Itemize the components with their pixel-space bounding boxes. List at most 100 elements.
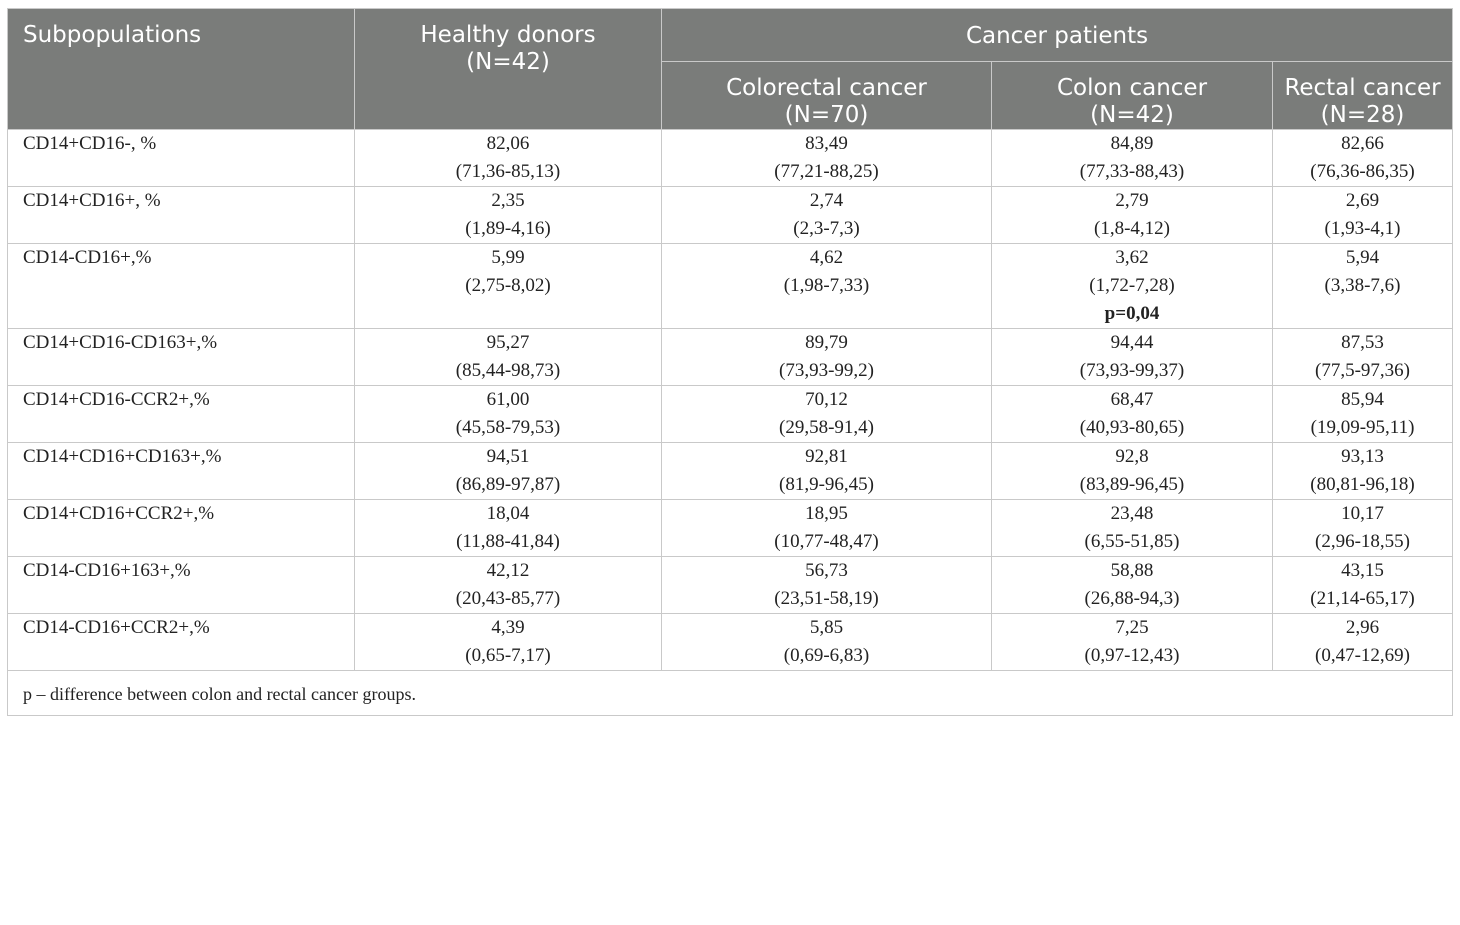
range-value: (76,36-86,35): [1310, 161, 1415, 182]
range-value: (23,51-58,19): [774, 588, 879, 609]
header-healthy-donors: Healthy donors (N=42): [354, 8, 662, 130]
median-value: 5,94: [1345, 247, 1380, 268]
range-value: (1,8-4,12): [1094, 218, 1170, 239]
p-value: p=0,04: [1104, 303, 1160, 324]
median-value: 92,8: [1115, 446, 1149, 467]
range-value: (77,21-88,25): [774, 161, 879, 182]
median-value: 2,74: [809, 190, 844, 211]
row-label: CD14+CD16-, %: [7, 129, 355, 187]
cell-colorectal: 92,81 (81,9-96,45): [661, 442, 992, 500]
cell-colon: 58,88 (26,88-94,3): [991, 556, 1273, 614]
cell-colorectal: 2,74 (2,3-7,3): [661, 186, 992, 244]
cell-colon: 3,62 (1,72-7,28) p=0,04: [991, 243, 1273, 329]
median-value: 82,66: [1341, 133, 1384, 154]
range-value: (2,3-7,3): [793, 218, 860, 239]
median-value: 42,12: [486, 560, 530, 581]
cell-colorectal: 56,73 (23,51-58,19): [661, 556, 992, 614]
cell-healthy: 18,04 (11,88-41,84): [354, 499, 662, 557]
median-value: 7,25: [1115, 617, 1149, 638]
row-label: CD14+CD16-CCR2+,%: [7, 385, 355, 443]
cell-colorectal: 83,49 (77,21-88,25): [661, 129, 992, 187]
range-value: (77,33-88,43): [1079, 161, 1185, 182]
median-value: 43,15: [1341, 560, 1384, 581]
table-footnote: p – difference between colon and rectal …: [6, 670, 1454, 716]
table-row: CD14+CD16-CCR2+,% 61,00 (45,58-79,53) 70,12…: [7, 385, 1454, 443]
median-value: 56,73: [805, 560, 848, 581]
row-label: CD14-CD16+,%: [7, 243, 355, 329]
median-value: 2,79: [1115, 190, 1149, 211]
cell-colorectal: 89,79 (73,93-99,2): [661, 328, 992, 386]
range-value: (73,93-99,37): [1079, 360, 1185, 381]
row-label: CD14-CD16+163+,%: [7, 556, 355, 614]
table-row: CD14+CD16+, % 2,35 (1,89-4,16) 2,74 (2,3-7,3…: [7, 186, 1454, 244]
range-value: (83,89-96,45): [1079, 474, 1185, 495]
range-value: (2,96-18,55): [1315, 531, 1410, 552]
cell-colon: 68,47 (40,93-80,65): [991, 385, 1273, 443]
range-value: (0,69-6,83): [783, 645, 870, 666]
median-value: 94,51: [486, 446, 530, 467]
cell-colon: 2,79 (1,8-4,12): [991, 186, 1273, 244]
median-value: 94,44: [1110, 332, 1154, 353]
range-value: (1,93-4,1): [1324, 218, 1401, 239]
median-value: 58,88: [1110, 560, 1154, 581]
row-label: CD14+CD16+CD163+,%: [7, 442, 355, 500]
median-value: 70,12: [805, 389, 848, 410]
range-value: (11,88-41,84): [456, 531, 560, 552]
median-value: 4,62: [809, 247, 844, 268]
range-value: (45,58-79,53): [455, 417, 561, 438]
range-value: (26,88-94,3): [1084, 588, 1180, 609]
range-value: (10,77-48,47): [774, 531, 879, 552]
row-label: CD14+CD16-CD163+,%: [7, 328, 355, 386]
median-value: 82,06: [486, 133, 530, 154]
median-value: 10,17: [1341, 503, 1384, 524]
range-value: (71,36-85,13): [455, 161, 561, 182]
range-value: (3,38-7,6): [1324, 275, 1401, 296]
median-value: 18,04: [486, 503, 530, 524]
range-value: (86,89-97,87): [455, 474, 561, 495]
header-colon-cancer: Colon cancer (N=42): [991, 61, 1273, 130]
cell-rectal: 82,66 (76,36-86,35): [1271, 129, 1454, 187]
header-cancer-patients: Cancer patients: [660, 8, 1454, 62]
cell-rectal: 10,17 (2,96-18,55): [1271, 499, 1454, 557]
cell-colorectal: 18,95 (10,77-48,47): [661, 499, 992, 557]
cell-colon: 92,8 (83,89-96,45): [991, 442, 1273, 500]
range-value: (0,65-7,17): [465, 645, 551, 666]
row-label: CD14+CD16+, %: [7, 186, 355, 244]
median-value: 2,35: [491, 190, 525, 211]
range-value: (6,55-51,85): [1084, 531, 1180, 552]
median-value: 93,13: [1341, 446, 1384, 467]
header-colorectal-cancer: Colorectal cancer (N=70): [661, 61, 992, 130]
table-body: CD14+CD16-, % 82,06 (71,36-85,13) 83,49 (77,…: [7, 129, 1454, 671]
range-value: (0,97-12,43): [1084, 645, 1180, 666]
range-value: (77,5-97,36): [1315, 360, 1410, 381]
median-value: 95,27: [486, 332, 530, 353]
median-value: 3,62: [1115, 247, 1149, 268]
range-value: (0,47-12,69): [1315, 645, 1410, 666]
median-value: 89,79: [805, 332, 848, 353]
cell-rectal: 87,53 (77,5-97,36): [1271, 328, 1454, 386]
range-value: (40,93-80,65): [1079, 417, 1185, 438]
cell-rectal: 93,13 (80,81-96,18): [1271, 442, 1454, 500]
header-subpopulations: Subpopulations: [7, 8, 355, 130]
cell-rectal: 43,15 (21,14-65,17): [1271, 556, 1454, 614]
range-value: (1,89-4,16): [465, 218, 551, 239]
table-row: CD14+CD16-, % 82,06 (71,36-85,13) 83,49 (77,…: [7, 129, 1454, 187]
median-value: 2,69: [1345, 190, 1380, 211]
cell-healthy: 95,27 (85,44-98,73): [354, 328, 662, 386]
median-value: 85,94: [1341, 389, 1384, 410]
cell-healthy: 94,51 (86,89-97,87): [354, 442, 662, 500]
median-value: 5,99: [491, 247, 525, 268]
table-row: CD14-CD16+CCR2+,% 4,39 (0,65-7,17) 5,85 (0,6…: [7, 613, 1454, 671]
table-row: CD14-CD16+163+,% 42,12 (20,43-85,77) 56,73 (…: [7, 556, 1454, 614]
median-value: 61,00: [486, 389, 530, 410]
cell-rectal: 85,94 (19,09-95,11): [1271, 385, 1454, 443]
range-value: (2,75-8,02): [465, 275, 551, 296]
median-value: 5,85: [809, 617, 844, 638]
cell-colon: 23,48 (6,55-51,85): [991, 499, 1273, 557]
median-value: 68,47: [1110, 389, 1154, 410]
cell-rectal: 2,96 (0,47-12,69): [1271, 613, 1454, 671]
median-value: 23,48: [1110, 503, 1154, 524]
range-value: (19,09-95,11): [1310, 417, 1415, 438]
cell-healthy: 5,99 (2,75-8,02): [354, 243, 662, 329]
range-value: (73,93-99,2): [779, 360, 874, 381]
